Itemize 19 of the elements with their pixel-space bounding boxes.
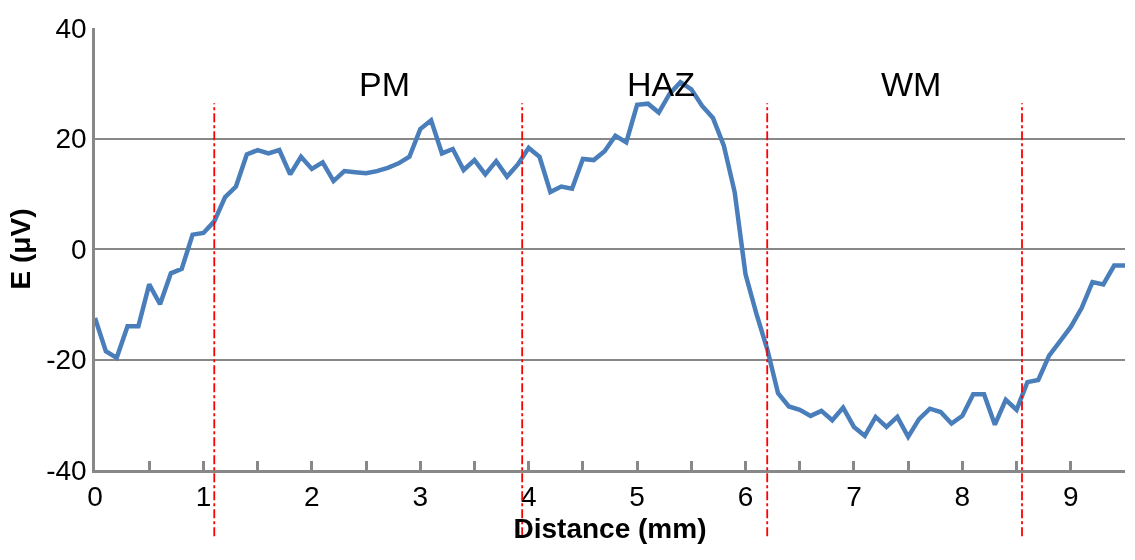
x-tick-label: 6 — [737, 481, 754, 513]
x-tick-label: 2 — [304, 481, 320, 513]
x-axis-title: Distance (mm) — [513, 513, 707, 545]
x-tick-label: 4 — [520, 481, 537, 513]
x-tick-label: 5 — [629, 481, 645, 513]
y-tick-label: -40 — [46, 454, 87, 486]
annotation: WM — [881, 65, 942, 103]
y-tick-label: 40 — [55, 12, 87, 44]
x-tick-label: 7 — [846, 481, 862, 513]
x-tick-label: 8 — [954, 481, 971, 513]
y-tick-label: 0 — [71, 233, 87, 265]
x-tick-label: 1 — [195, 481, 212, 513]
y-tick-label: 20 — [55, 123, 87, 155]
x-tick-label: 3 — [412, 481, 429, 513]
y-tick-label: -20 — [46, 344, 87, 376]
annotation: HAZ — [627, 65, 695, 103]
y-axis-title: E (μV) — [4, 208, 36, 290]
x-tick-label: 9 — [1063, 481, 1079, 513]
annotation: PM — [359, 65, 410, 103]
